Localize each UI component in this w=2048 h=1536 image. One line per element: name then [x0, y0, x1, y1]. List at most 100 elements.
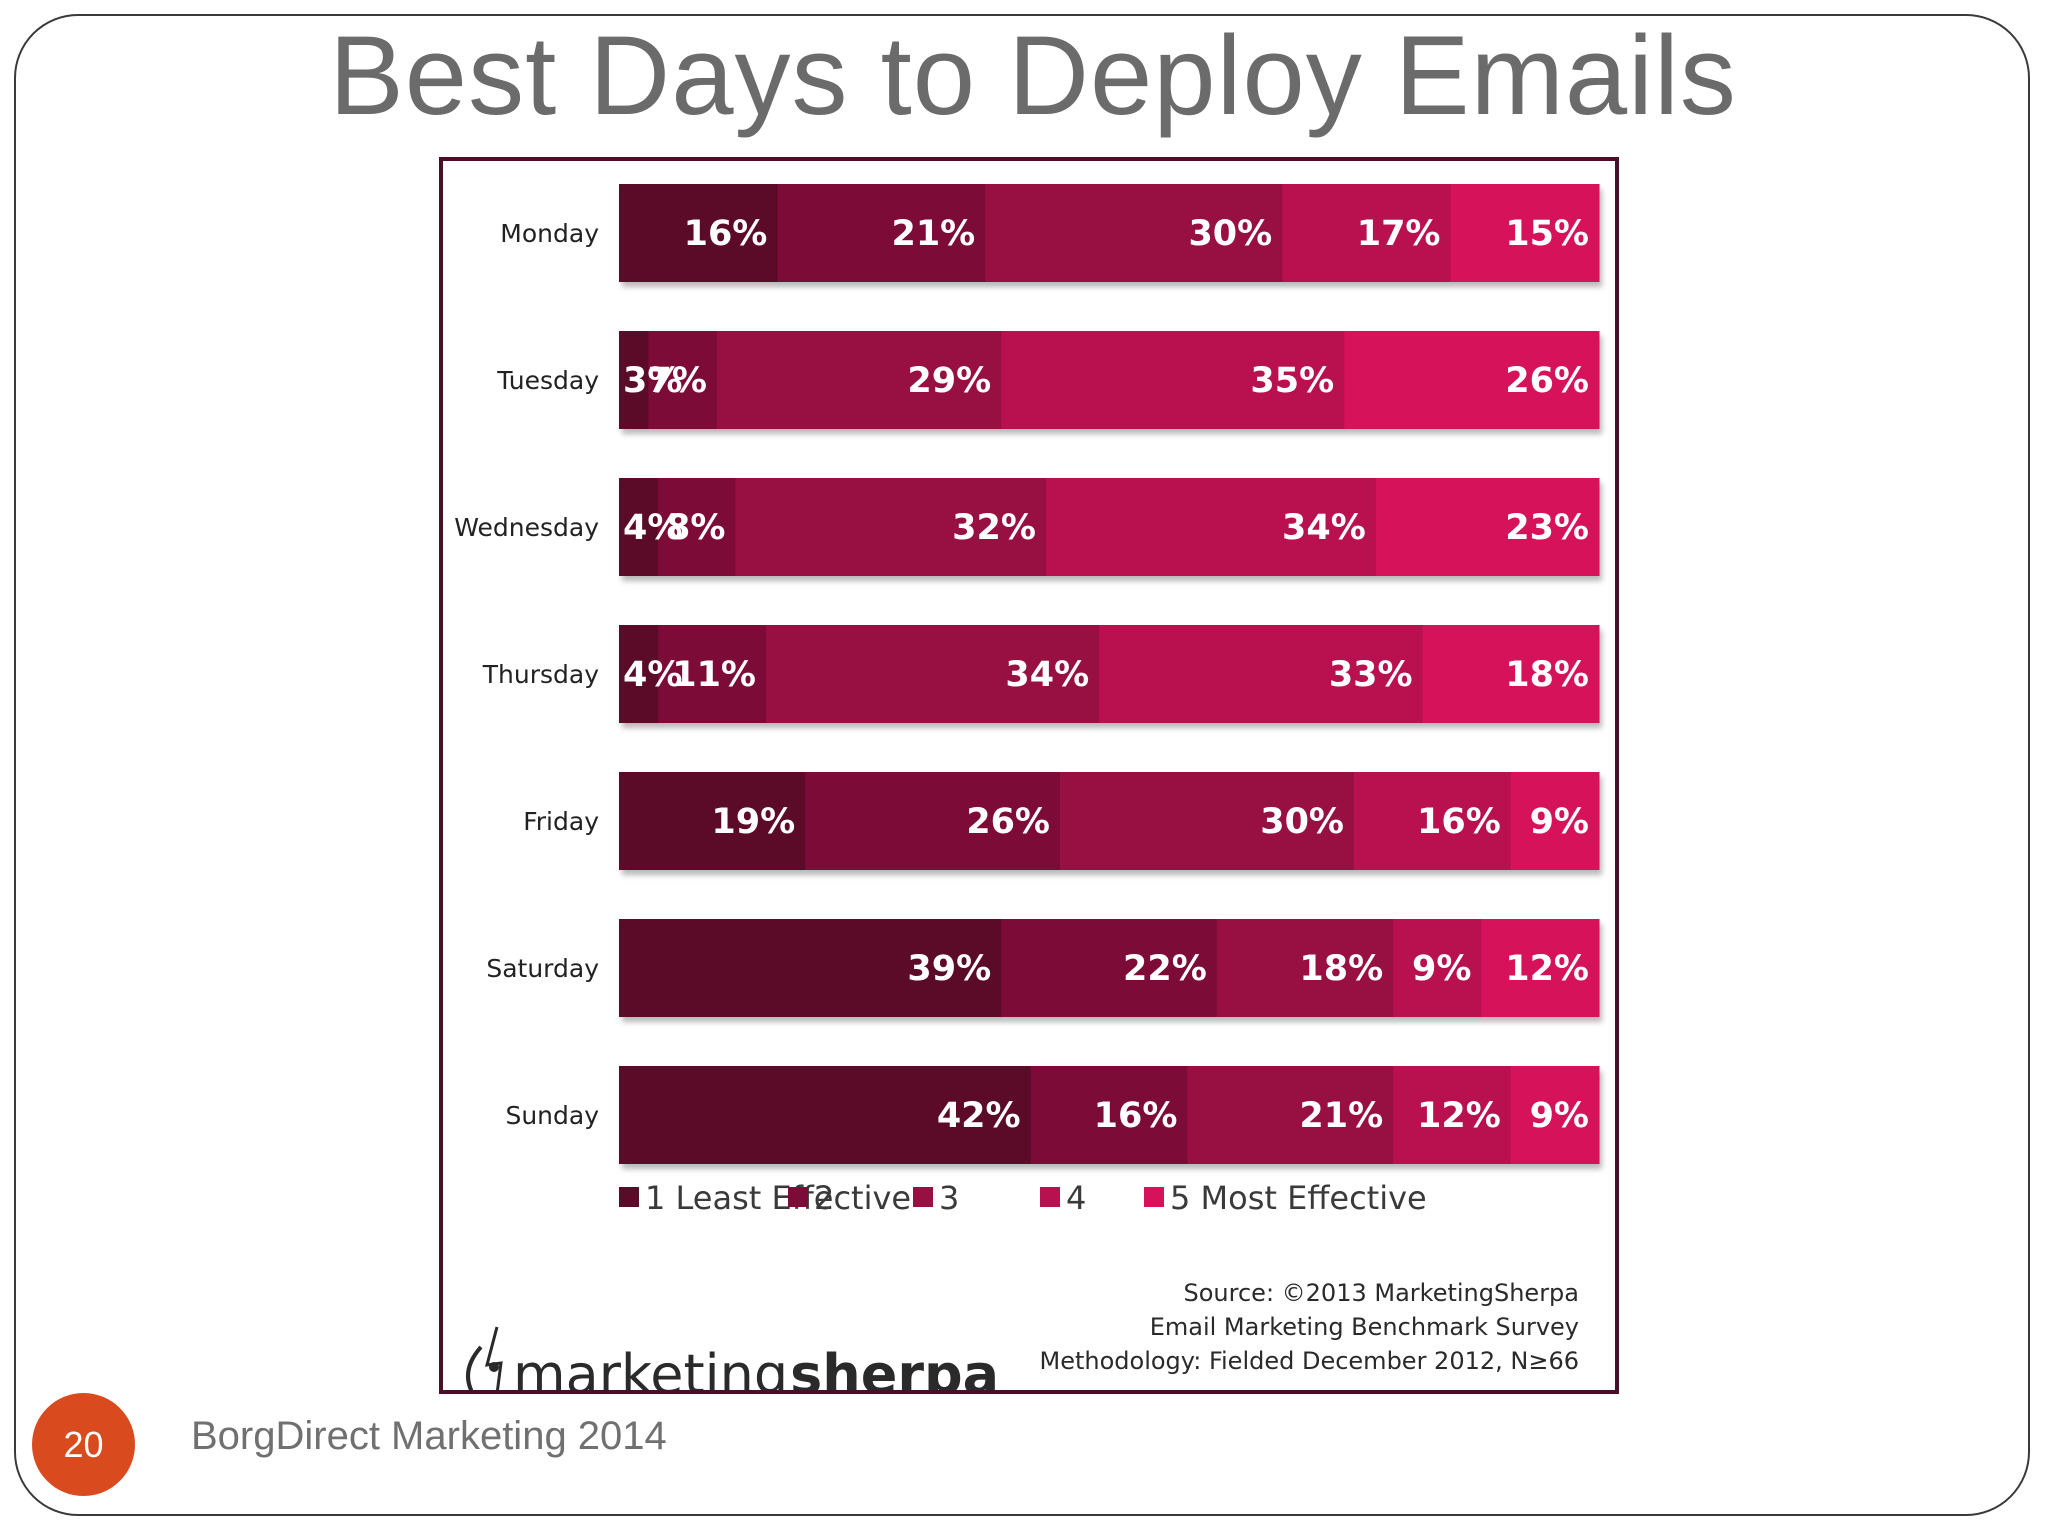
data-label: 12% [1417, 1096, 1501, 1136]
data-label: 39% [907, 949, 991, 989]
category-label: Tuesday [496, 366, 599, 395]
bar-row-tuesday: Tuesday 3%7% 29% 35% 26% [496, 331, 1600, 429]
bar-segment [648, 331, 718, 429]
bar-row-monday: Monday 16% 21% 30% 17% 15% [500, 184, 1600, 282]
bar-row-thursday: Thursday 4%11% 34% 33% 18% [482, 625, 1600, 723]
data-label: 32% [952, 508, 1036, 548]
legend-item: 5 Most Effective [1144, 1179, 1427, 1217]
data-label: 22% [1123, 949, 1207, 989]
slide-title: Best Days to Deploy Emails [329, 13, 1737, 138]
legend-swatch [619, 1187, 639, 1207]
data-label: 30% [1260, 802, 1344, 842]
bar-row-wednesday: Wednesday 4%8% 32% 34% 23% [454, 478, 1600, 576]
category-label: Friday [523, 807, 599, 836]
data-label: 21% [1299, 1096, 1383, 1136]
bar-segment [717, 331, 1002, 429]
data-label: 26% [1505, 361, 1589, 401]
data-label: 18% [1505, 655, 1589, 695]
bar-segment [1282, 184, 1452, 282]
data-label: 11% [672, 655, 756, 695]
data-label: 34% [1282, 508, 1366, 548]
bar-segment [1450, 184, 1600, 282]
category-label: Thursday [482, 660, 599, 689]
bar-segment [1187, 1066, 1394, 1164]
legend-swatch [1040, 1187, 1060, 1207]
legend-item: 1 Least Effective [619, 1179, 911, 1217]
data-label: 16% [684, 214, 768, 254]
data-label: 9% [1412, 949, 1471, 989]
data-label: 19% [711, 802, 795, 842]
category-label: Saturday [486, 954, 599, 983]
bar-segment [657, 478, 736, 576]
data-label: 18% [1299, 949, 1383, 989]
data-label: 7% [648, 361, 707, 401]
legend-item: 4 [1040, 1179, 1086, 1217]
bar-segment [1045, 478, 1377, 576]
data-label: 29% [907, 361, 991, 401]
bar-segment [1344, 331, 1600, 429]
data-label: 16% [1094, 1096, 1178, 1136]
data-label: 35% [1250, 361, 1334, 401]
bar-segment [1393, 1066, 1512, 1164]
legend-label: 2 [814, 1179, 834, 1217]
page-number-badge: 20 [32, 1393, 135, 1496]
data-label: 12% [1505, 949, 1589, 989]
legend-label: 3 [939, 1179, 959, 1217]
source-line: Email Marketing Benchmark Survey [1150, 1313, 1579, 1341]
category-label: Sunday [505, 1101, 599, 1130]
bar-segment [777, 184, 986, 282]
bar-row-saturday: Saturday 39% 22% 18% 9% 12% [486, 919, 1600, 1017]
bar-segment [766, 625, 1100, 723]
data-label: 9% [1530, 1096, 1589, 1136]
bar-segment [619, 331, 649, 429]
data-label: 33% [1329, 655, 1413, 695]
data-label: 23% [1505, 508, 1589, 548]
legend-label: 1 Least Effective [645, 1179, 911, 1217]
data-label: 17% [1357, 214, 1441, 254]
data-label: 26% [966, 802, 1050, 842]
source-line: Methodology: Fielded December 2012, N≥66 [1040, 1347, 1580, 1375]
bar-segment [1375, 478, 1600, 576]
chart-box: Monday 16% 21% 30% 17% 15% Tuesday 3% 7% 29% 35% 26… [439, 157, 1619, 1394]
bar-segment [1001, 331, 1345, 429]
category-label: Monday [500, 219, 599, 248]
data-label: 8% [666, 508, 725, 548]
data-label: 30% [1188, 214, 1272, 254]
legend-item: 2 [788, 1179, 834, 1217]
category-label: Wednesday [454, 513, 599, 542]
data-label: 9% [1530, 802, 1589, 842]
legend-label: 4 [1066, 1179, 1086, 1217]
data-label: 34% [1005, 655, 1089, 695]
bar-segment [1510, 1066, 1600, 1164]
data-label: 15% [1505, 214, 1589, 254]
bar-segment [1422, 625, 1600, 723]
bar-segment [619, 184, 778, 282]
bar-segment [1030, 1066, 1188, 1164]
bar-segment [619, 625, 659, 723]
bar-segment [658, 625, 767, 723]
bar-segment [619, 478, 659, 576]
bar-segment [619, 919, 1002, 1017]
data-label: 42% [937, 1096, 1021, 1136]
data-label: 4% [623, 508, 682, 548]
bar-segment [1354, 772, 1512, 870]
legend-swatch [788, 1187, 808, 1207]
bar-segment [1001, 919, 1218, 1017]
legend-item: 3 [913, 1179, 959, 1217]
data-label: 3% [623, 361, 682, 401]
logo-text-marketing: marketing [513, 1343, 788, 1390]
bar-segment [619, 1066, 1032, 1164]
bar-segment [805, 772, 1061, 870]
legend-swatch [1144, 1187, 1164, 1207]
bar-segment [1510, 772, 1600, 870]
bar-row-friday: Friday 19% 26% 30% 16% 9% [523, 772, 1600, 870]
footer-text: BorgDirect Marketing 2014 [191, 1414, 667, 1458]
stacked-bar-chart: Monday 16% 21% 30% 17% 15%Tuesday 3%7% 29% 35% 26… [454, 184, 1600, 1390]
bar-segment [1393, 919, 1482, 1017]
bar-segment [735, 478, 1047, 576]
bar-segment [1216, 919, 1394, 1017]
legend-label: 5 Most Effective [1170, 1179, 1427, 1217]
bar-segment [1099, 625, 1424, 723]
data-label: 16% [1417, 802, 1501, 842]
compass-icon [466, 1326, 503, 1390]
